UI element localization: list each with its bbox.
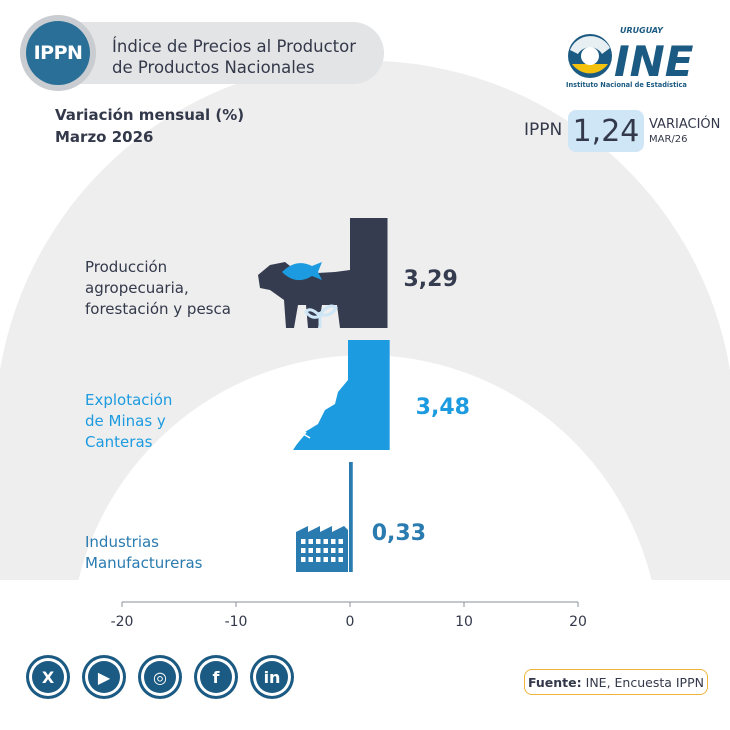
instagram-icon: ◎ — [144, 661, 176, 693]
x-tick-label: -10 — [225, 614, 248, 630]
category-label-agro: Producción agropecuaria, forestación y p… — [85, 258, 231, 318]
kpi-value: 1,24 — [568, 110, 644, 152]
subtitle-period: Marzo 2026 — [55, 128, 154, 146]
ine-logo: URUGUAY INE Instituto Nacional de Estadí… — [566, 26, 694, 89]
source-box: Fuente: INE, Encuesta IPPN — [524, 669, 708, 695]
facebook-icon: f — [200, 661, 232, 693]
factory-window — [323, 548, 328, 553]
cow-icon — [258, 262, 350, 328]
factory-window — [301, 548, 306, 553]
factory-window — [316, 548, 321, 553]
logo-country: URUGUAY — [620, 26, 664, 35]
logo-name: INE — [614, 37, 694, 86]
kpi-caption: VARIACIÓN — [649, 117, 721, 132]
x-tick-label: 0 — [346, 614, 355, 630]
factory-window — [301, 539, 306, 544]
youtube-icon: ▶ — [88, 661, 120, 693]
category-label-industry: Industrias Manufactureras — [85, 533, 203, 572]
facebook-social-button[interactable]: f — [194, 655, 238, 699]
x-tick-label: -20 — [111, 614, 134, 630]
pickaxe-icon — [295, 431, 311, 445]
value-label: 3,29 — [404, 267, 458, 292]
bar-mining — [293, 340, 390, 450]
factory-window — [308, 548, 313, 553]
factory-window — [308, 557, 313, 562]
kpi-period: MAR/26 — [649, 134, 688, 145]
factory-window — [338, 548, 343, 553]
category-label-mining: Explotación de Minas y Canteras — [85, 391, 173, 451]
ippn-badge: IPPN — [20, 15, 96, 91]
x-tick-label: 20 — [569, 614, 587, 630]
factory-window — [316, 539, 321, 544]
factory-window — [338, 539, 343, 544]
instagram-social-button[interactable]: ◎ — [138, 655, 182, 699]
value-label: 3,48 — [416, 395, 470, 420]
factory-window — [308, 539, 313, 544]
youtube-social-button[interactable]: ▶ — [82, 655, 126, 699]
x-tick-label: 10 — [455, 614, 473, 630]
bar-industry — [349, 462, 353, 572]
kpi-label: IPPN — [524, 120, 563, 140]
source-text: INE, Encuesta IPPN — [585, 674, 704, 690]
factory-window — [331, 548, 336, 553]
value-label: 0,33 — [372, 521, 426, 546]
logo-caption: Instituto Nacional de Estadística — [566, 81, 687, 89]
x-social-button[interactable]: X — [26, 655, 70, 699]
plant-icon — [304, 304, 338, 328]
factory-window — [316, 557, 321, 562]
factory-window — [323, 539, 328, 544]
factory-window — [301, 557, 306, 562]
x-icon: X — [32, 661, 64, 693]
subtitle-measure: Variación mensual (%) — [55, 106, 245, 124]
factory-window — [331, 557, 336, 562]
linkedin-social-button[interactable]: in — [250, 655, 294, 699]
factory-window — [331, 539, 336, 544]
fish-icon — [282, 262, 322, 281]
page-title: Índice de Precios al Productor de Produc… — [112, 37, 357, 77]
linkedin-icon: in — [256, 661, 288, 693]
bar-agro — [350, 218, 388, 328]
chart-subtitle: Variación mensual (%) Marzo 2026 — [55, 104, 244, 148]
source-label: Fuente: — [527, 674, 582, 690]
ippn-badge-text: IPPN — [26, 21, 90, 85]
factory-window — [323, 557, 328, 562]
factory-window — [338, 557, 343, 562]
